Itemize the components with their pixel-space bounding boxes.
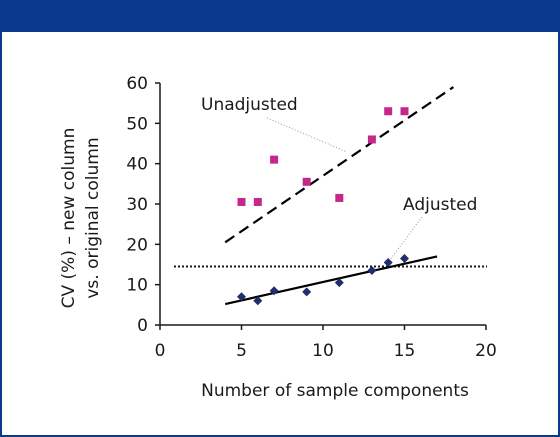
unadjusted-leader-line	[266, 117, 348, 153]
x-tick-label: 0	[155, 341, 166, 361]
y-tick-label: 0	[137, 316, 148, 336]
y-tick-label: 20	[126, 235, 148, 255]
x-tick-label: 15	[394, 341, 416, 361]
chart-lines	[174, 86, 487, 306]
adjusted-point	[237, 292, 246, 302]
adjusted-annotation: Adjusted	[403, 195, 477, 215]
unadjusted-point	[237, 197, 246, 206]
y-axis-title-line: CV (%) – new column	[59, 128, 79, 309]
unadjusted-point	[400, 107, 409, 116]
chart-marks	[237, 107, 409, 306]
x-tick-label: 20	[475, 341, 497, 361]
header-banner	[2, 2, 558, 32]
chart-labels: Number of sample components CV (%) – new …	[59, 95, 477, 401]
x-tick-label: 5	[236, 341, 247, 361]
unadjusted-point	[302, 177, 311, 186]
unadjusted-point	[253, 197, 262, 206]
adjusted-point	[253, 296, 263, 306]
adjusted-point	[269, 286, 279, 296]
y-tick-label: 60	[126, 74, 148, 94]
unadjusted-trend-line	[224, 86, 455, 244]
adjusted-point	[383, 257, 393, 267]
unadjusted-point	[367, 135, 376, 144]
unadjusted-point	[270, 155, 279, 164]
adjusted-point	[367, 266, 377, 276]
unadjusted-annotation: Unadjusted	[201, 95, 298, 115]
y-tick-label: 50	[126, 114, 148, 134]
x-axis-title: Number of sample components	[201, 381, 469, 401]
unadjusted-point	[384, 107, 393, 116]
x-tick-label: 10	[312, 341, 334, 361]
y-tick-label: 30	[126, 195, 148, 215]
adjusted-point	[334, 278, 344, 288]
y-tick-label: 10	[126, 276, 148, 296]
chart-axes: 0 10 20 30 40 50 60 0 5 10 15 20	[126, 74, 496, 361]
unadjusted-point	[335, 193, 344, 202]
adjusted-point	[302, 287, 312, 297]
adjusted-trend-line	[224, 255, 438, 306]
adjusted-point	[400, 253, 409, 263]
y-axis-title-line: vs. original column	[83, 137, 103, 298]
y-tick-label: 40	[126, 155, 148, 175]
adjusted-leader-line	[389, 216, 423, 261]
